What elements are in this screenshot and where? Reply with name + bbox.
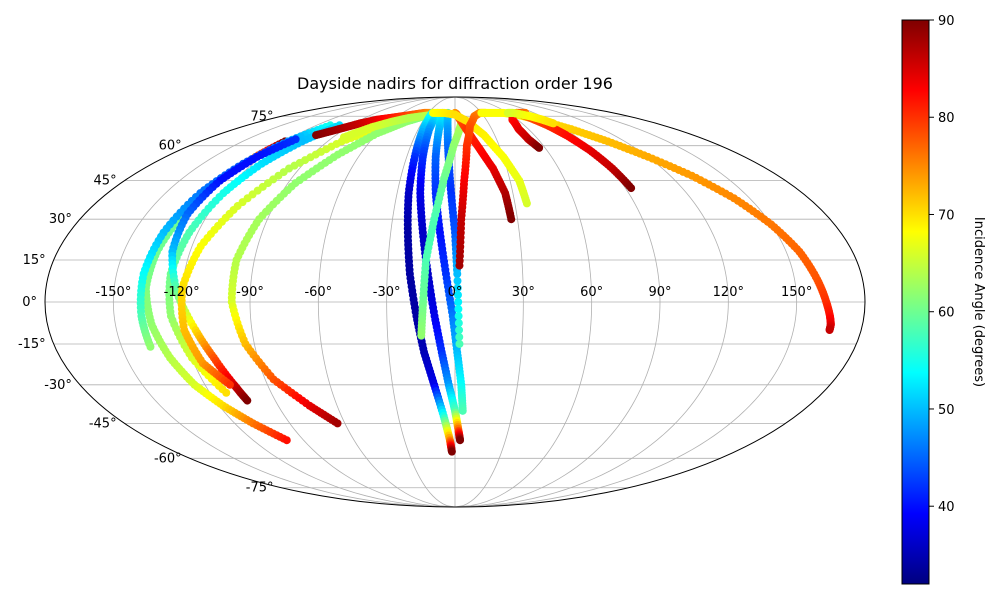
- latitude-tick-label: 15°: [23, 253, 46, 268]
- nadir-point: [507, 215, 516, 224]
- nadir-point: [455, 333, 464, 342]
- meridian-gridline: [454, 96, 798, 508]
- nadir-point: [146, 342, 155, 351]
- meridian-gridline: [454, 96, 593, 508]
- meridian-gridline: [454, 96, 524, 508]
- colorbar-tick-label: 60: [938, 306, 955, 321]
- nadir-point: [225, 380, 234, 389]
- nadir-point: [453, 276, 462, 285]
- colorbar-tick-label: 50: [938, 403, 955, 418]
- latitude-tick-label: 30°: [49, 212, 72, 227]
- longitude-tick-label: 30°: [512, 285, 535, 300]
- latitude-tick-label: 45°: [94, 174, 117, 189]
- latitude-tick-labels: 75° 60° 45° 30° 15° 0° -15° -30° -45° -60° -75°: [18, 109, 274, 495]
- longitude-tick-label: 60°: [580, 285, 603, 300]
- map-boundary: [44, 96, 866, 508]
- nadir-point: [456, 436, 465, 445]
- latitude-tick-label: 75°: [250, 109, 273, 124]
- nadir-point: [454, 305, 463, 314]
- longitude-tick-label: 90°: [648, 285, 671, 300]
- nadir-point: [243, 396, 252, 405]
- latitude-tick-label: -60°: [154, 451, 182, 466]
- longitude-tick-label: 150°: [781, 285, 812, 300]
- nadir-point: [455, 339, 464, 348]
- longitude-tick-label: 120°: [713, 285, 744, 300]
- nadir-point: [454, 319, 463, 328]
- nadir-point: [454, 312, 463, 321]
- colorbar-tick-label: 90: [938, 14, 955, 29]
- meridian-gridline: [454, 96, 729, 508]
- nadir-point: [453, 283, 462, 292]
- nadir-point: [627, 184, 636, 193]
- meridian-gridline: [317, 96, 456, 508]
- nadir-point: [535, 143, 544, 152]
- nadir-point: [455, 261, 464, 270]
- nadir-point: [447, 447, 456, 456]
- nadir-point: [549, 119, 558, 128]
- chart-title: Dayside nadirs for diffraction order 196: [297, 74, 613, 93]
- nadir-point: [222, 388, 231, 397]
- longitude-tick-label: -150°: [95, 285, 131, 300]
- colorbar-tick-label: 70: [938, 208, 955, 223]
- longitude-tick-label: -60°: [304, 285, 332, 300]
- nadir-point: [455, 326, 464, 335]
- longitude-tick-label: -120°: [164, 285, 200, 300]
- latitude-tick-label: -45°: [89, 416, 117, 431]
- colorbar-tick-label: 40: [938, 500, 955, 515]
- nadir-point: [458, 406, 467, 415]
- longitude-tick-label: -90°: [236, 285, 264, 300]
- meridian-gridline: [249, 96, 456, 508]
- longitude-tick-label: 0°: [448, 285, 463, 300]
- colorbar: [901, 19, 930, 585]
- nadir-point: [522, 199, 531, 208]
- colorbar-tick-label: 80: [938, 111, 955, 126]
- latitude-tick-label: -30°: [44, 378, 72, 393]
- nadir-point: [333, 419, 342, 428]
- colorbar-label: Incidence Angle (degrees): [971, 217, 986, 387]
- colorbar-ticks: 40 50 60 70 80 90: [929, 14, 955, 515]
- nadir-point: [825, 326, 834, 335]
- latitude-tick-label: -75°: [246, 481, 274, 496]
- nadir-point: [282, 436, 291, 445]
- nadir-point: [417, 331, 426, 340]
- meridian-gridline: [112, 96, 456, 508]
- data-points: [136, 108, 835, 456]
- nadir-point: [453, 290, 462, 299]
- longitude-tick-label: -30°: [373, 285, 401, 300]
- latitude-tick-label: -15°: [18, 337, 46, 352]
- nadir-point: [453, 269, 462, 278]
- latitude-tick-label: 0°: [22, 295, 37, 310]
- longitude-tick-labels: -150° -120° -90° -60° -30° 0° 30° 60° 90° 120° 150…: [95, 285, 812, 300]
- meridian-gridline: [386, 96, 456, 508]
- nadir-point: [454, 298, 463, 306]
- latitude-tick-label: 60°: [159, 139, 182, 154]
